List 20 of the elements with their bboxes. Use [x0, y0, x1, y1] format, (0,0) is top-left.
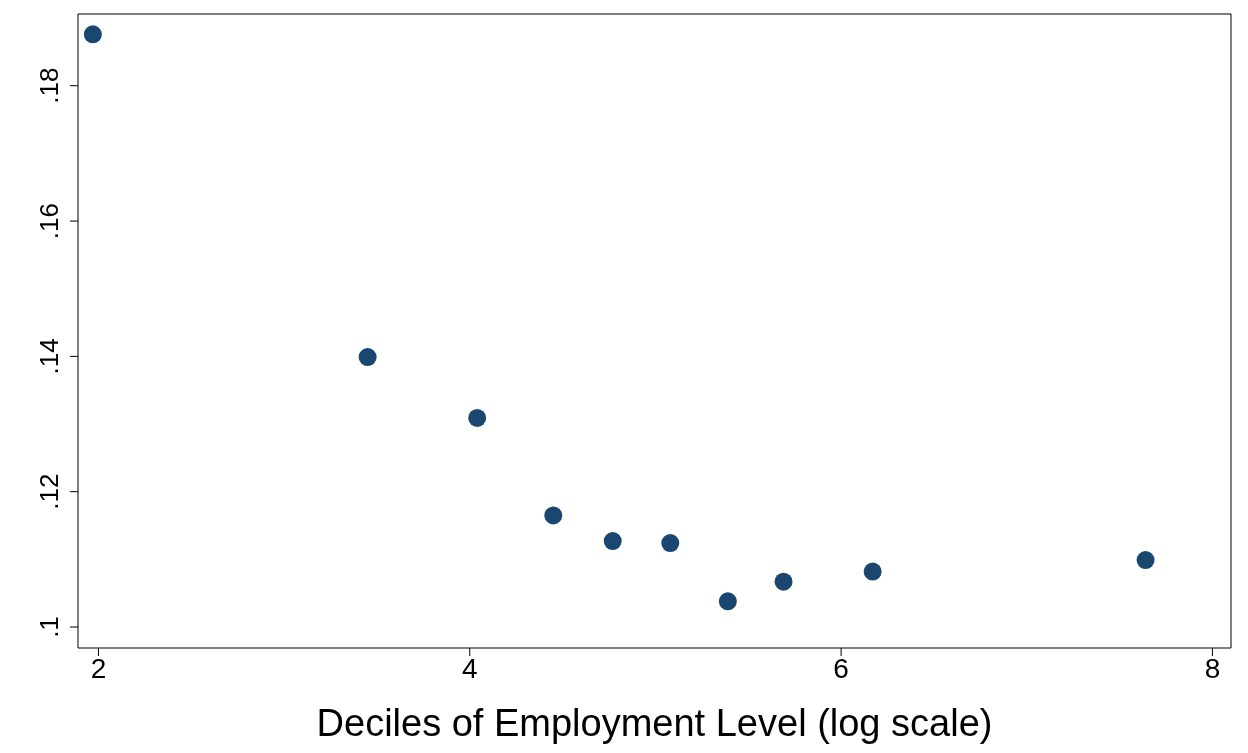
point [544, 506, 563, 525]
y-tick-label: .12 [34, 473, 64, 510]
y-tick-label: .14 [34, 338, 64, 375]
y-tick-label: .18 [34, 67, 64, 104]
point [83, 25, 102, 44]
point [358, 348, 377, 367]
x-tick-label: 6 [833, 652, 849, 684]
y-tick-label: .1 [34, 616, 64, 638]
x-tick-label: 8 [1204, 652, 1221, 684]
point [468, 408, 487, 427]
point [1136, 551, 1155, 570]
point [661, 534, 680, 553]
y-tick-label: .16 [34, 202, 64, 240]
x-axis-title: Deciles of Employment Level (log scale) [316, 702, 993, 744]
point [774, 572, 793, 591]
point [718, 592, 737, 611]
x-tick-label: 2 [90, 652, 107, 684]
point [603, 532, 622, 551]
x-tick-label: 4 [461, 652, 478, 684]
point [863, 562, 882, 581]
